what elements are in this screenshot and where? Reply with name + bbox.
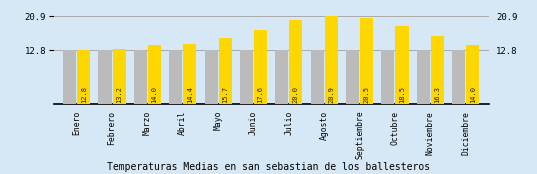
Bar (275, 50, 288, 104)
Bar (63, 50, 76, 104)
Bar (431, 36, 444, 104)
Bar (346, 50, 359, 104)
Bar (134, 50, 147, 104)
Bar (169, 50, 182, 104)
Bar (77, 50, 90, 104)
Bar (466, 45, 480, 104)
Text: 14.4: 14.4 (187, 86, 193, 103)
Bar (417, 50, 430, 104)
Bar (219, 38, 232, 104)
Text: Temperaturas Medias en san sebastian de los ballesteros: Temperaturas Medias en san sebastian de … (107, 162, 430, 172)
Text: 17.6: 17.6 (258, 86, 264, 103)
Text: 12.8: 12.8 (81, 86, 87, 103)
Bar (395, 26, 409, 104)
Text: 14.0: 14.0 (470, 86, 476, 103)
Bar (325, 16, 338, 104)
Bar (452, 50, 465, 104)
Bar (289, 20, 302, 104)
Bar (310, 50, 324, 104)
Text: 20.5: 20.5 (364, 86, 369, 103)
Bar (183, 44, 197, 104)
Text: 16.3: 16.3 (434, 86, 440, 103)
Bar (205, 50, 217, 104)
Bar (254, 30, 267, 104)
Bar (381, 50, 394, 104)
Text: 20.0: 20.0 (293, 86, 299, 103)
Text: 14.0: 14.0 (151, 86, 157, 103)
Text: 18.5: 18.5 (399, 86, 405, 103)
Bar (148, 45, 161, 104)
Bar (98, 50, 112, 104)
Bar (360, 18, 373, 104)
Text: 20.9: 20.9 (328, 86, 335, 103)
Bar (113, 49, 126, 104)
Bar (240, 50, 253, 104)
Text: 13.2: 13.2 (116, 86, 122, 103)
Text: 15.7: 15.7 (222, 86, 228, 103)
